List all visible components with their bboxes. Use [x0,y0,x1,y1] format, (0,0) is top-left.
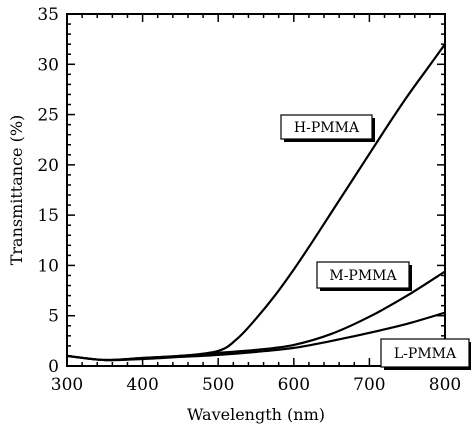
y-tick-label: 0 [48,357,59,377]
y-tick-label: 35 [37,5,59,25]
series-label-h-pmma: H-PMMA [294,120,360,136]
x-tick-label: 400 [126,375,158,395]
x-tick-label: 500 [202,375,234,395]
y-tick-label: 20 [37,156,59,176]
x-axis-title: Wavelength (nm) [187,405,325,424]
series-label-box [380,338,470,368]
series-labels: H-PMMA M-PMMA L-PMMA [280,114,471,370]
plot-frame [66,13,446,367]
series-line-h-pmma [66,43,446,362]
series-line-l-pmma [66,311,446,362]
x-tick-label: 600 [278,375,310,395]
y-tick-label: 5 [48,307,59,327]
y-tick-label: 30 [37,55,59,75]
y-tick-label: 10 [37,256,59,276]
series-label-m-pmma: M-PMMA [329,268,397,284]
series-label-box [280,114,373,140]
y-tick-label: 15 [37,206,59,226]
x-tick-label: 300 [51,375,83,395]
y-tick-label: 25 [37,106,59,126]
axes: 0 5 10 15 20 25 30 35 300 400 500 600 700 800 [37,5,461,395]
series-label-box [316,261,410,289]
series-label-l-pmma: L-PMMA [394,346,457,362]
x-tick-label: 800 [429,375,461,395]
x-tick-label: 700 [353,375,385,395]
y-axis-title: Transmittance (%) [7,115,26,266]
series-lines [66,43,446,362]
